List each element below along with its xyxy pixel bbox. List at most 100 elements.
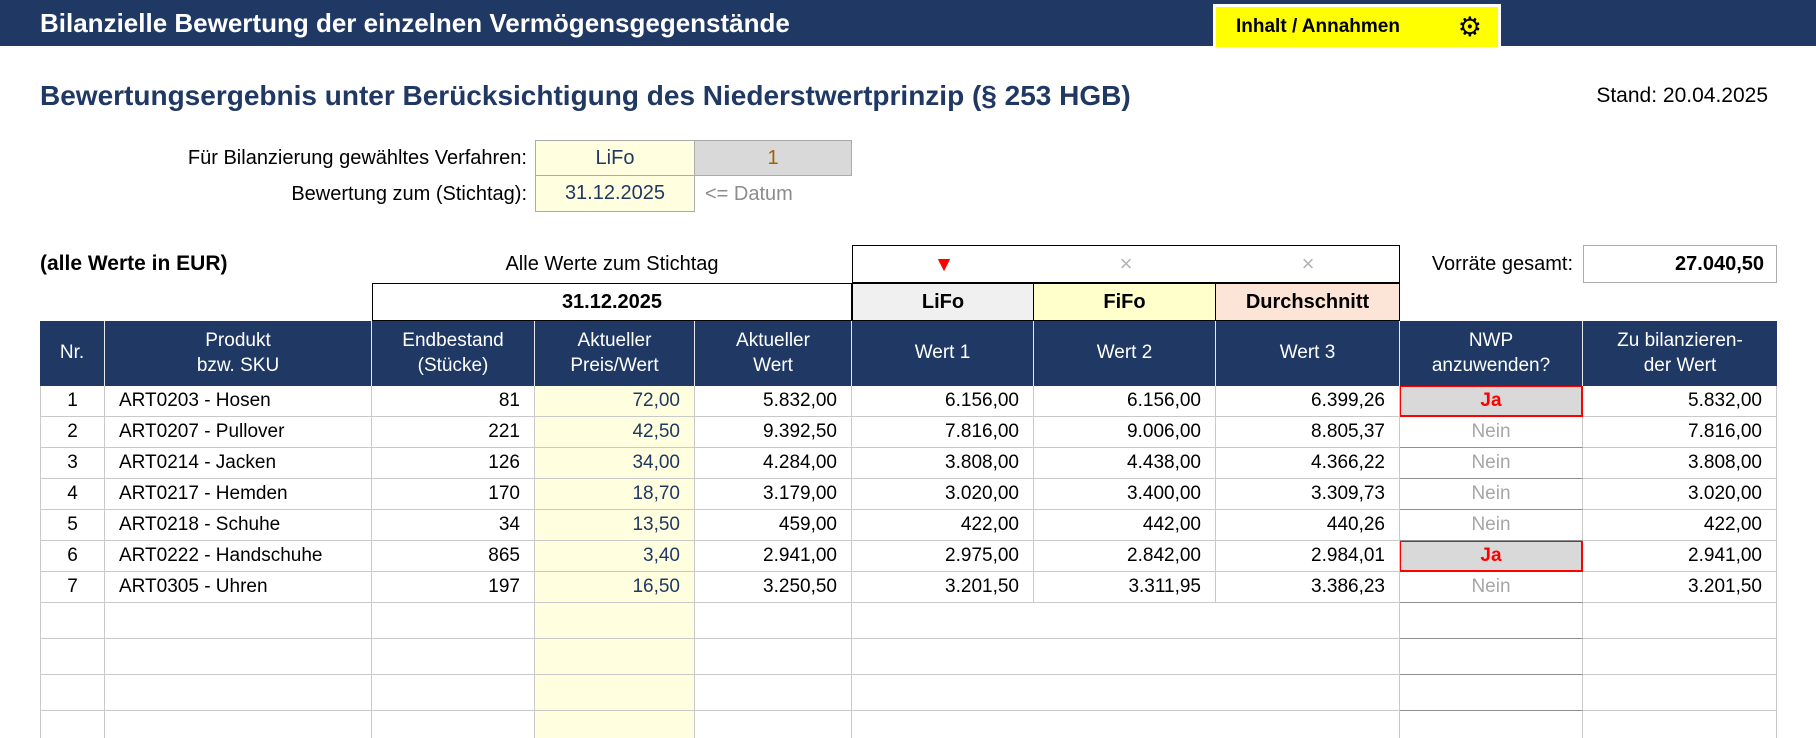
- subheader-lifo: LiFo: [852, 283, 1034, 321]
- column-header-preis: Aktueller Preis/Wert: [535, 321, 695, 386]
- wert3-cell: 8.805,37: [1216, 417, 1400, 448]
- selected-method-triangle-icon: ▼: [933, 252, 955, 276]
- column-header-nwp: NWP anzuwenden?: [1400, 321, 1583, 386]
- preis-cell[interactable]: 13,50: [535, 510, 695, 541]
- column-header-wert2: Wert 2: [1034, 321, 1216, 386]
- empty-aktueller-wert-cell: [695, 603, 852, 639]
- wert2-cell: 3.311,95: [1034, 572, 1216, 603]
- column-header-aktueller-wert: Aktueller Wert: [695, 321, 852, 386]
- aktueller-wert-cell: 3.250,50: [695, 572, 852, 603]
- worksheet-table: (alle Werte in EUR) Alle Werte zum Stich…: [40, 245, 1777, 738]
- column-header-produkt: Produkt bzw. SKU: [105, 321, 372, 386]
- bilanzwert-cell: 2.941,00: [1583, 541, 1777, 572]
- top-banner: Bilanzielle Bewertung der einzelnen Verm…: [0, 0, 1816, 50]
- unselected-method-x-icon: ×: [1301, 251, 1315, 276]
- bilanzwert-cell: 422,00: [1583, 510, 1777, 541]
- aktueller-wert-cell: 459,00: [695, 510, 852, 541]
- column-header-endbestand: Endbestand (Stücke): [372, 321, 535, 386]
- endbestand-cell: 34: [372, 510, 535, 541]
- column-header-wert3: Wert 3: [1216, 321, 1400, 386]
- wert2-cell: 2.842,00: [1034, 541, 1216, 572]
- empty-aktueller-wert-cell: [695, 675, 852, 711]
- nr-cell: 3: [40, 448, 105, 479]
- empty-produkt-cell: [105, 603, 372, 639]
- produkt-cell: ART0305 - Uhren: [105, 572, 372, 603]
- column-header-wert1: Wert 1: [852, 321, 1034, 386]
- preis-cell[interactable]: 3,40: [535, 541, 695, 572]
- preis-cell[interactable]: 34,00: [535, 448, 695, 479]
- wert1-cell: 3.020,00: [852, 479, 1034, 510]
- produkt-cell: ART0217 - Hemden: [105, 479, 372, 510]
- wert3-cell: 2.984,01: [1216, 541, 1400, 572]
- produkt-cell: ART0214 - Jacken: [105, 448, 372, 479]
- endbestand-cell: 81: [372, 386, 535, 417]
- nwp-cell: Nein: [1400, 479, 1583, 510]
- empty-produkt-cell: [105, 639, 372, 675]
- preis-cell[interactable]: 16,50: [535, 572, 695, 603]
- bilanzwert-cell: 3.201,50: [1583, 572, 1777, 603]
- page-title: Bewertungsergebnis unter Berücksichtigun…: [40, 80, 1131, 111]
- subheader-durchschnitt: Durchschnitt: [1216, 283, 1400, 321]
- method-marker-box: ▼ × ×: [852, 245, 1400, 283]
- wert1-cell: 7.816,00: [852, 417, 1034, 448]
- empty-nr-cell: [40, 603, 105, 639]
- produkt-cell: ART0222 - Handschuhe: [105, 541, 372, 572]
- method-label: Für Bilanzierung gewähltes Verfahren:: [187, 146, 527, 169]
- empty-wert-cells: [852, 639, 1400, 675]
- empty-nwp-cell: [1400, 603, 1583, 639]
- wert2-cell: 442,00: [1034, 510, 1216, 541]
- empty-preis-cell[interactable]: [535, 639, 695, 675]
- column-header-nr: Nr.: [40, 321, 105, 386]
- empty-produkt-cell: [105, 711, 372, 738]
- aktueller-wert-cell: 2.941,00: [695, 541, 852, 572]
- app-title: Bilanzielle Bewertung der einzelnen Verm…: [40, 7, 790, 38]
- endbestand-cell: 170: [372, 479, 535, 510]
- nwp-cell: Ja: [1400, 386, 1583, 417]
- nr-cell: 5: [40, 510, 105, 541]
- endbestand-cell: 197: [372, 572, 535, 603]
- empty-preis-cell[interactable]: [535, 711, 695, 738]
- wert1-cell: 3.201,50: [852, 572, 1034, 603]
- aktueller-wert-cell: 4.284,00: [695, 448, 852, 479]
- empty-preis-cell[interactable]: [535, 675, 695, 711]
- nr-cell: 7: [40, 572, 105, 603]
- endbestand-cell: 221: [372, 417, 535, 448]
- date-input[interactable]: 31.12.2025: [535, 176, 695, 212]
- wert3-cell: 3.309,73: [1216, 479, 1400, 510]
- wert3-cell: 440,26: [1216, 510, 1400, 541]
- wert1-cell: 6.156,00: [852, 386, 1034, 417]
- nwp-cell: Nein: [1400, 448, 1583, 479]
- gear-icon: ⚙: [1457, 11, 1482, 42]
- produkt-cell: ART0218 - Schuhe: [105, 510, 372, 541]
- title-row: Bewertungsergebnis unter Berücksichtigun…: [40, 78, 1768, 114]
- inhalt-annahmen-button[interactable]: Inhalt / Annahmen ⚙: [1213, 4, 1501, 50]
- empty-bilanzwert-cell: [1583, 603, 1777, 639]
- preis-cell[interactable]: 72,00: [535, 386, 695, 417]
- wert3-cell: 6.399,26: [1216, 386, 1400, 417]
- empty-preis-cell[interactable]: [535, 603, 695, 639]
- nwp-cell: Ja: [1400, 541, 1583, 572]
- empty-endbestand-cell: [372, 711, 535, 738]
- nr-cell: 1: [40, 386, 105, 417]
- preis-cell[interactable]: 42,50: [535, 417, 695, 448]
- method-input[interactable]: LiFo: [535, 140, 695, 176]
- empty-aktueller-wert-cell: [695, 711, 852, 738]
- preis-cell[interactable]: 18,70: [535, 479, 695, 510]
- nwp-cell: Nein: [1400, 417, 1583, 448]
- nwp-cell: Nein: [1400, 510, 1583, 541]
- aktueller-wert-cell: 5.832,00: [695, 386, 852, 417]
- endbestand-cell: 126: [372, 448, 535, 479]
- wert1-cell: 422,00: [852, 510, 1034, 541]
- empty-bilanzwert-cell: [1583, 639, 1777, 675]
- column-header-bilanzwert: Zu bilanzieren-der Wert: [1583, 321, 1777, 386]
- bilanzwert-cell: 5.832,00: [1583, 386, 1777, 417]
- empty-wert-cells: [852, 675, 1400, 711]
- empty-endbestand-cell: [372, 675, 535, 711]
- nr-cell: 2: [40, 417, 105, 448]
- method-code-cell: 1: [695, 140, 852, 176]
- empty-produkt-cell: [105, 675, 372, 711]
- wert1-cell: 2.975,00: [852, 541, 1034, 572]
- stichtag-note: Alle Werte zum Stichtag: [505, 252, 719, 275]
- aktueller-wert-cell: 3.179,00: [695, 479, 852, 510]
- wert3-cell: 4.366,22: [1216, 448, 1400, 479]
